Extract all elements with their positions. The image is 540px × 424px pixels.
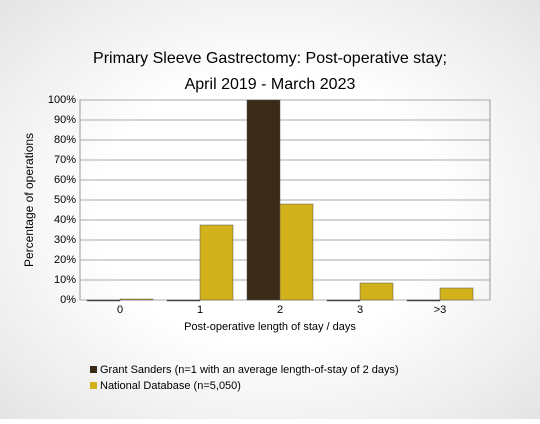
chart-title: Primary Sleeve Gastrectomy: Post-operati… (93, 50, 447, 67)
legend-label: Grant Sanders (n=1 with an average lengt… (100, 364, 399, 376)
y-tick-label: 100% (48, 94, 76, 106)
legend-swatch (90, 382, 97, 389)
y-tick-label: 20% (54, 254, 76, 266)
y-tick-label: 10% (54, 274, 76, 286)
x-tick-label: >3 (434, 304, 447, 316)
x-tick-label: 0 (117, 304, 123, 316)
bar (406, 299, 441, 302)
x-tick-label: 1 (197, 304, 203, 316)
y-tick-label: 30% (54, 234, 76, 246)
y-tick-label: 40% (54, 214, 76, 226)
bar (166, 299, 201, 302)
chart-title: April 2019 - March 2023 (185, 76, 356, 93)
bar (199, 224, 234, 301)
x-tick-label: 3 (357, 304, 363, 316)
x-tick-label: 2 (277, 304, 283, 316)
y-axis-label: Percentage of operations (22, 133, 36, 267)
bar (119, 298, 154, 301)
legend-label: National Database (n=5,050) (100, 380, 241, 392)
bar (326, 299, 361, 302)
y-tick-label: 60% (54, 174, 76, 186)
y-tick-label: 50% (54, 194, 76, 206)
y-tick-label: 80% (54, 134, 76, 146)
bar (359, 282, 394, 301)
bar (246, 99, 281, 301)
y-tick-label: 90% (54, 114, 76, 126)
bar (439, 287, 474, 301)
bar (279, 203, 314, 301)
x-axis-label: Post-operative length of stay / days (184, 321, 356, 333)
y-tick-label: 70% (54, 154, 76, 166)
y-tick-label: 0% (60, 294, 76, 306)
legend-swatch (90, 366, 97, 373)
bar (86, 299, 121, 302)
